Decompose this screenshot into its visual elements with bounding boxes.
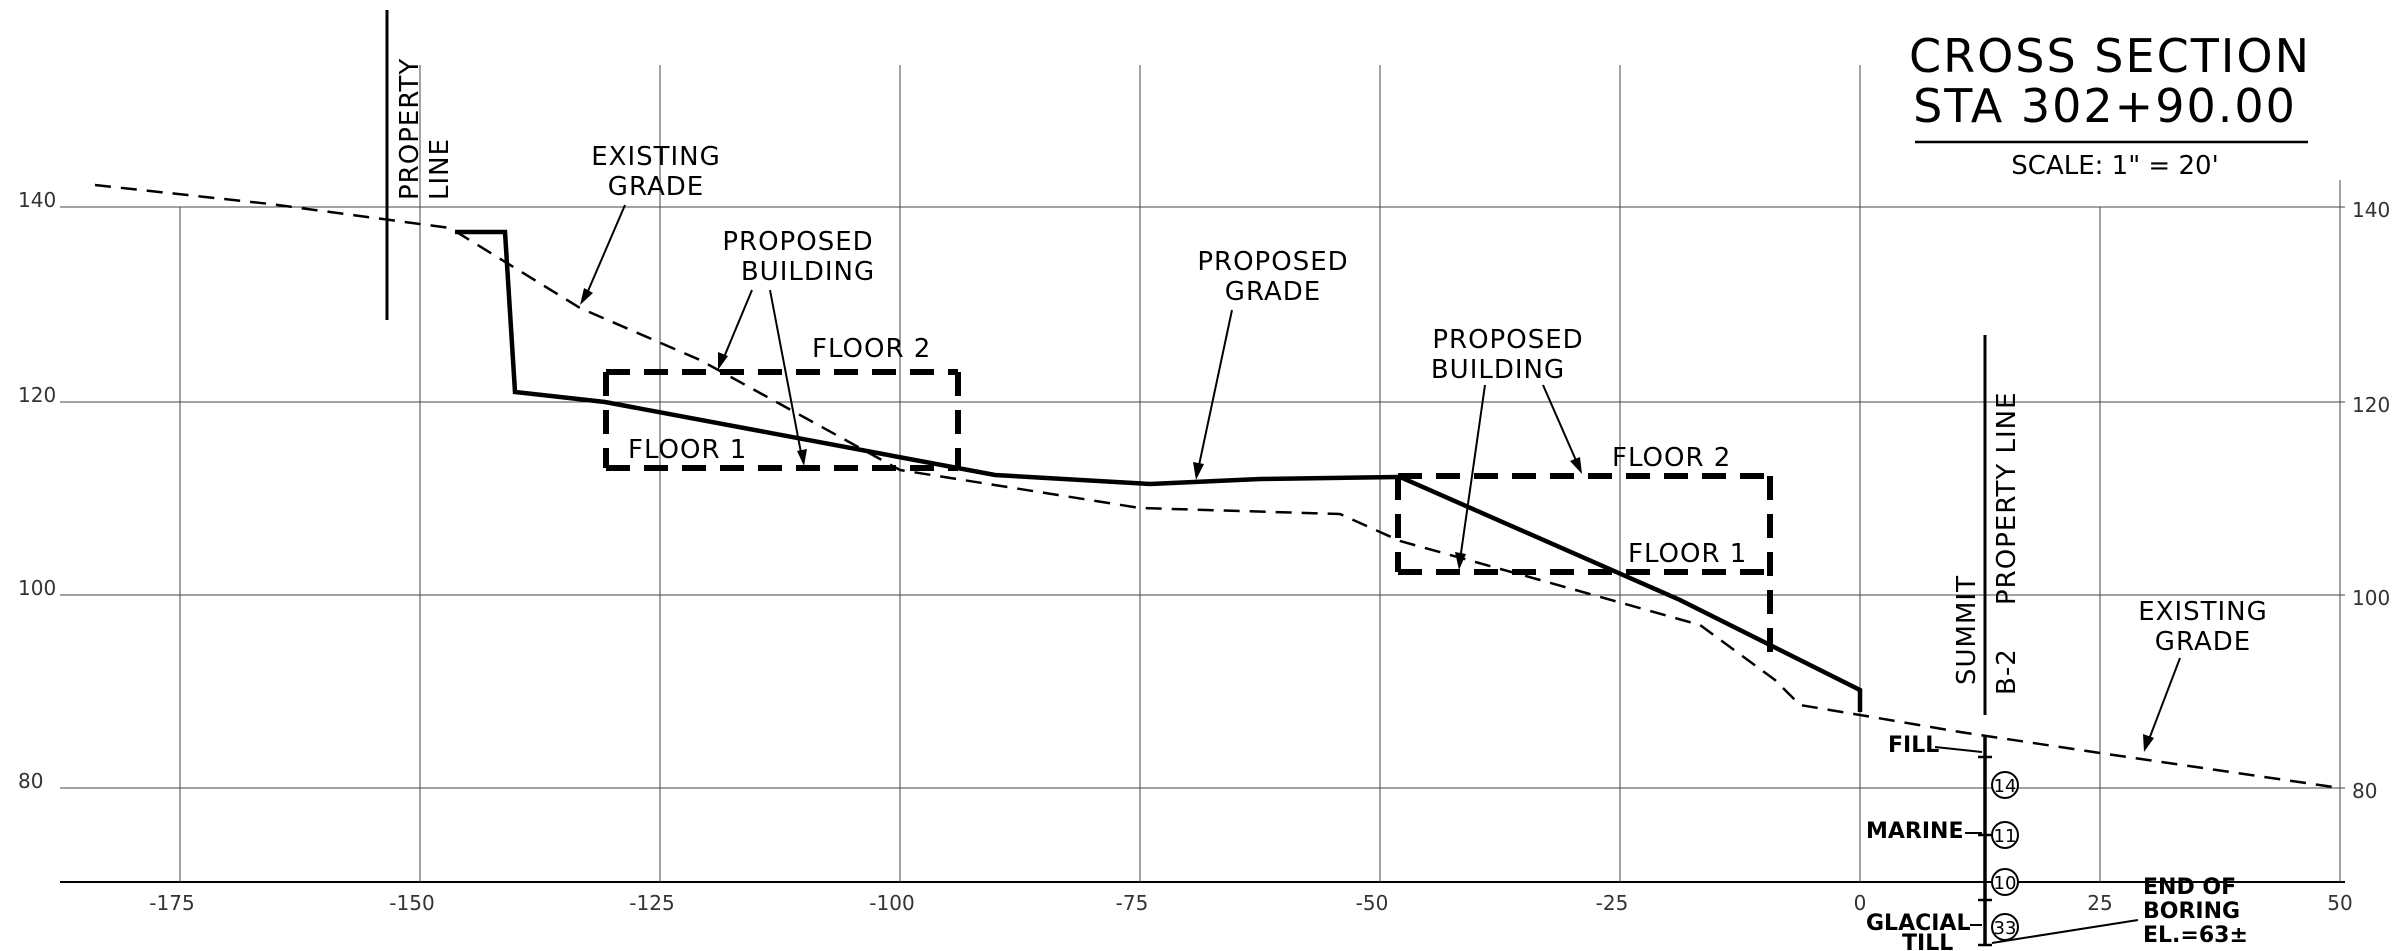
existing-grade-left-label-1: EXISTING [591, 142, 721, 172]
x-tick: -25 [1596, 891, 1629, 915]
y-tick-left: 100 [18, 576, 56, 600]
existing-grade-line [94, 183, 2341, 790]
blow-count: 33 [1994, 918, 2017, 939]
grid [60, 65, 2345, 883]
existing-grade-left-annotation: EXISTING GRADE [580, 142, 721, 305]
x-tick: -100 [869, 891, 914, 915]
end-boring-label-1: END OF [2143, 875, 2236, 900]
summit-label: SUMMIT [1952, 575, 1982, 685]
floor2-left-label: FLOOR 2 [812, 334, 931, 364]
proposed-building-left-annotation: PROPOSED BUILDING FLOOR 2 FLOOR 1 [628, 227, 931, 466]
b2-label: B-2 [1992, 648, 2022, 695]
proposed-building-left-label-2: BUILDING [741, 257, 875, 287]
existing-grade-right-label-1: EXISTING [2138, 597, 2268, 627]
existing-grade-right-label-2: GRADE [2155, 627, 2251, 657]
blow-count-circle [1991, 821, 2019, 849]
y-tick-labels-right: 140 120 100 80 [2352, 198, 2390, 803]
x-tick: -125 [629, 891, 674, 915]
title-block: CROSS SECTION STA 302+90.00 SCALE: 1" = … [1909, 29, 2311, 181]
proposed-grade-label-2: GRADE [1225, 277, 1321, 307]
existing-grade-left-label-2: GRADE [608, 172, 704, 202]
y-tick-right: 100 [2352, 586, 2390, 610]
x-tick: -150 [389, 891, 434, 915]
leader-arrow [584, 204, 626, 299]
glacial-label-2: TILL [1902, 931, 1953, 951]
y-tick-left: 80 [18, 769, 43, 793]
y-tick-left: 140 [18, 188, 56, 212]
title-line-1: CROSS SECTION [1909, 29, 2311, 83]
property-line-right: PROPERTY LINE SUMMIT B-2 [1952, 335, 2022, 715]
property-line-right-label: PROPERTY LINE [1992, 391, 2022, 605]
proposed-building-right-label-1: PROPOSED [1432, 325, 1583, 355]
floor1-right-label: FLOOR 1 [1628, 539, 1747, 569]
y-tick-left: 120 [18, 383, 56, 407]
proposed-building-right-label-2: BUILDING [1431, 355, 1565, 385]
property-line-left: PROPERTY LINE [385, 10, 455, 320]
marine-label: MARINE [1866, 819, 1964, 844]
x-tick: 25 [2087, 891, 2112, 915]
y-tick-labels-left: 140 120 100 80 [18, 188, 56, 793]
property-line-left-label-2: LINE [425, 138, 455, 200]
x-tick: 0 [1854, 891, 1867, 915]
floor1-left-label: FLOOR 1 [628, 435, 747, 465]
blow-count: 11 [1994, 826, 2017, 847]
blow-count-circle [1991, 771, 2019, 799]
floor2-right-label: FLOOR 2 [1612, 443, 1731, 473]
blow-count: 10 [1994, 873, 2017, 894]
proposed-building-right [1395, 473, 1773, 660]
y-tick-right: 80 [2352, 779, 2377, 803]
blow-count: 14 [1994, 776, 2017, 797]
proposed-grade-annotation: PROPOSED GRADE [1193, 247, 1348, 480]
x-tick: 50 [2327, 891, 2352, 915]
end-boring-label-2: BORING [2143, 899, 2240, 924]
x-tick: -75 [1116, 891, 1149, 915]
x-tick: -50 [1356, 891, 1389, 915]
y-tick-right: 120 [2352, 393, 2390, 417]
scale-label: SCALE: 1" = 20' [2011, 151, 2218, 181]
y-tick-right: 140 [2352, 198, 2390, 222]
proposed-grade-line [455, 229, 1863, 712]
fill-label: FILL [1888, 733, 1939, 758]
blow-count-circle [1991, 868, 2019, 896]
proposed-building-right-annotation: PROPOSED BUILDING FLOOR 2 FLOOR 1 [1431, 325, 1747, 570]
proposed-building-left [603, 369, 961, 471]
boring-log: 14 11 10 33 FILL MARINE GLACIAL TILL END… [1866, 733, 2248, 951]
existing-grade-right-annotation: EXISTING GRADE [2138, 597, 2268, 752]
proposed-building-left-label-1: PROPOSED [722, 227, 873, 257]
proposed-grade-label-1: PROPOSED [1197, 247, 1348, 277]
end-boring-label-3: EL.=63± [2143, 923, 2248, 948]
title-line-2: STA 302+90.00 [1913, 79, 2297, 133]
glacial-label-1: GLACIAL [1866, 911, 1970, 936]
property-line-left-label-1: PROPERTY [395, 58, 425, 200]
x-tick: -175 [149, 891, 194, 915]
x-tick-labels: -175 -150 -125 -100 -75 -50 -25 0 25 50 [149, 891, 2352, 915]
